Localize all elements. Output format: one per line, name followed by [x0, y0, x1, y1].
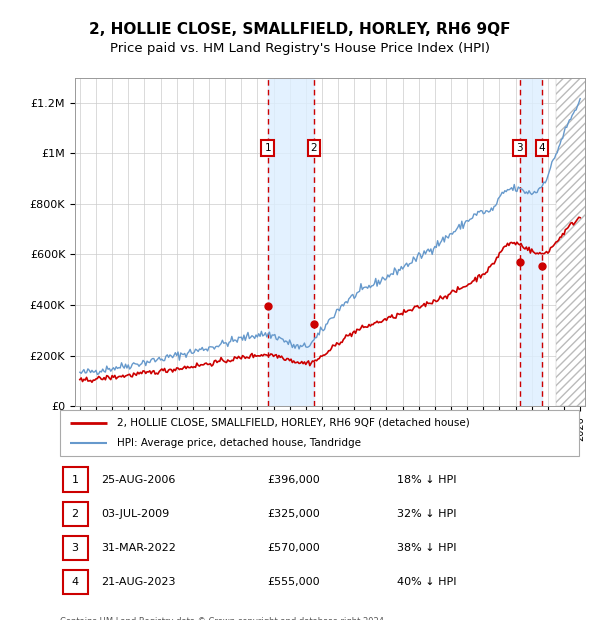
FancyBboxPatch shape	[62, 536, 88, 560]
Text: 38% ↓ HPI: 38% ↓ HPI	[397, 543, 457, 553]
Bar	[268, 78, 314, 406]
Text: £325,000: £325,000	[268, 509, 320, 519]
FancyBboxPatch shape	[60, 410, 579, 456]
Text: 1: 1	[71, 475, 79, 485]
Text: 3: 3	[517, 143, 523, 153]
Text: 25-AUG-2006: 25-AUG-2006	[101, 475, 176, 485]
Text: 2, HOLLIE CLOSE, SMALLFIELD, HORLEY, RH6 9QF: 2, HOLLIE CLOSE, SMALLFIELD, HORLEY, RH6…	[89, 22, 511, 37]
Text: 2, HOLLIE CLOSE, SMALLFIELD, HORLEY, RH6 9QF (detached house): 2, HOLLIE CLOSE, SMALLFIELD, HORLEY, RH6…	[117, 418, 470, 428]
Text: £555,000: £555,000	[268, 577, 320, 587]
Text: £570,000: £570,000	[268, 543, 320, 553]
Text: 03-JUL-2009: 03-JUL-2009	[101, 509, 170, 519]
FancyBboxPatch shape	[62, 502, 88, 526]
Text: 21-AUG-2023: 21-AUG-2023	[101, 577, 176, 587]
Text: 2: 2	[71, 509, 79, 519]
Text: 40% ↓ HPI: 40% ↓ HPI	[397, 577, 457, 587]
Text: 4: 4	[539, 143, 545, 153]
FancyBboxPatch shape	[62, 467, 88, 492]
Text: 18% ↓ HPI: 18% ↓ HPI	[397, 475, 457, 485]
Text: HPI: Average price, detached house, Tandridge: HPI: Average price, detached house, Tand…	[117, 438, 361, 448]
Text: 32% ↓ HPI: 32% ↓ HPI	[397, 509, 457, 519]
Bar	[520, 78, 542, 406]
Text: £396,000: £396,000	[268, 475, 320, 485]
Text: Price paid vs. HM Land Registry's House Price Index (HPI): Price paid vs. HM Land Registry's House …	[110, 42, 490, 55]
FancyBboxPatch shape	[62, 570, 88, 594]
Text: 4: 4	[71, 577, 79, 587]
Text: 3: 3	[71, 543, 79, 553]
Text: 2: 2	[311, 143, 317, 153]
Text: Contains HM Land Registry data © Crown copyright and database right 2024.
This d: Contains HM Land Registry data © Crown c…	[60, 617, 386, 620]
Text: 31-MAR-2022: 31-MAR-2022	[101, 543, 176, 553]
Text: 1: 1	[265, 143, 271, 153]
